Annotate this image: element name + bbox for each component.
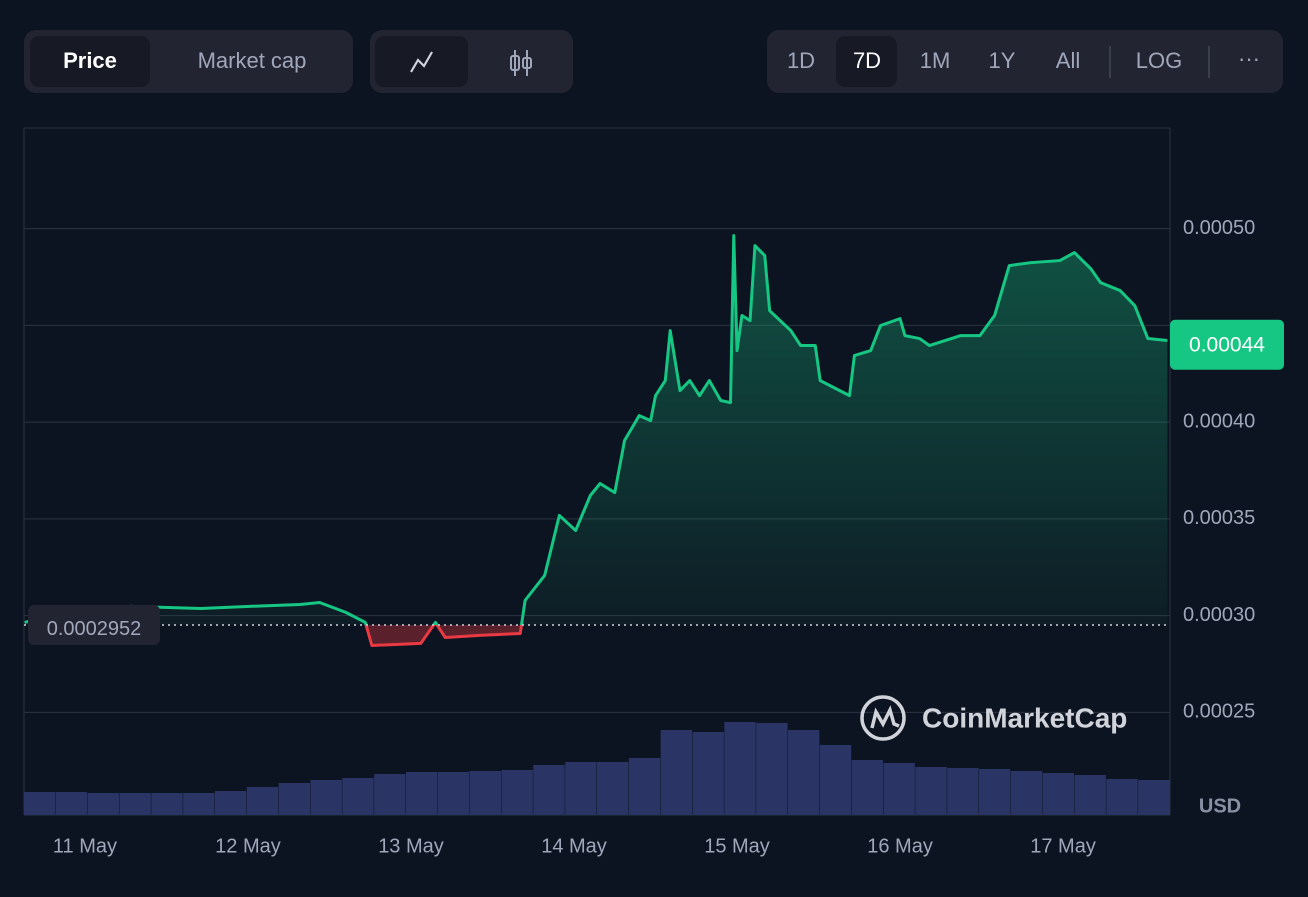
current-price-label: 0.00044 [1189,333,1265,356]
volume-bar [979,769,1011,815]
line-icon [410,51,433,73]
x-tick-label: 17 May [1030,835,1096,857]
volume-bar [215,791,247,815]
currency-label: USD [1199,795,1241,817]
y-tick-label: 0.00025 [1183,701,1255,723]
volume-bar [1106,779,1138,815]
y-tick-label: 0.00030 [1183,604,1255,626]
range-all[interactable]: All [1056,48,1080,73]
volume-bar [469,771,501,815]
volume-bar [851,760,883,815]
volume-bar [501,770,533,815]
more-button[interactable]: ··· [1238,46,1260,71]
area-up [24,235,1168,625]
x-tick-label: 15 May [704,835,770,857]
volume-bar [724,722,756,815]
x-tick-label: 11 May [53,835,117,857]
volume-bar [915,767,947,815]
volume-bar [437,772,470,815]
volume-bar [565,762,597,815]
y-tick-label: 0.00035 [1183,507,1255,529]
volume-bar [24,792,56,815]
volume-bar [151,793,183,815]
volume-bar [406,772,438,815]
y-tick-label: 0.00050 [1183,217,1255,239]
volume-bar [756,723,788,815]
volume-bar [278,783,310,815]
volume-bar [947,768,979,815]
plot: 0.00025 0.00030 0.00035 0.00040 0.00050 11 Ma… [24,217,1284,857]
price-line-up [24,234,1168,625]
volume-bar [342,778,374,815]
volume-bar [692,732,724,815]
volume-bar [1042,773,1074,815]
log-toggle[interactable]: LOG [1136,48,1182,73]
watermark: CoinMarketCap [922,702,1127,733]
volume-bar [788,730,820,815]
range-1m[interactable]: 1M [920,48,951,73]
volume-bar [883,763,915,815]
volume-bar [55,792,88,815]
volume-bar [533,765,565,815]
x-tick-label: 16 May [867,835,933,857]
volume-bar [1138,780,1170,815]
volume-bar [1010,771,1043,815]
active-tab[interactable] [30,36,150,87]
reference-badge [28,604,160,645]
volume-bar [660,730,692,815]
tab-price[interactable]: Price [63,48,117,73]
reference-label: 0.0002952 [47,618,142,640]
range-7d[interactable]: 7D [853,48,881,73]
volume-bar [87,793,119,815]
volume-bar [819,745,852,815]
active-range[interactable] [836,36,897,87]
volume-bar [597,762,629,815]
tab-market-cap[interactable]: Market cap [198,48,307,73]
x-tick-label: 13 May [378,835,444,857]
volume-bar [374,774,406,815]
volume-bar [246,787,279,815]
y-tick-label: 0.00040 [1183,410,1255,432]
volume-bar [628,758,661,815]
range-1y[interactable]: 1Y [989,48,1016,73]
range-1d[interactable]: 1D [787,48,815,73]
volume-bar [183,793,215,815]
line-chart-button[interactable] [375,36,468,87]
x-tick-label: 14 May [541,835,607,857]
volume-bar [119,793,151,815]
candle-icon[interactable] [510,50,532,76]
x-tick-label: 12 May [215,835,281,857]
volume-bar [310,780,342,815]
volume-bar [1074,775,1106,815]
logo [860,695,906,741]
current-price-badge [1170,319,1284,370]
